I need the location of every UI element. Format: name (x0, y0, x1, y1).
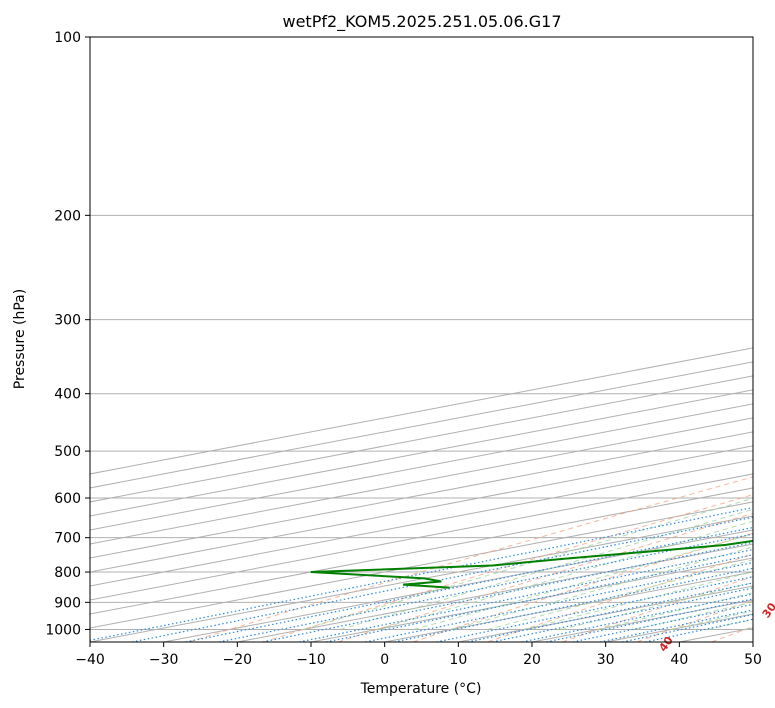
x-tick-label: 10 (449, 652, 467, 668)
isotherm-line (90, 445, 753, 573)
y-axis-label: Pressure (hPa) (12, 289, 28, 389)
y-tick-label: 500 (54, 444, 81, 460)
mixing-ratio-line (436, 576, 753, 642)
x-tick-label: −40 (75, 652, 105, 668)
y-tick-label: 700 (54, 531, 81, 547)
y-tick-label: 300 (54, 313, 81, 329)
mixing-ratio-line (365, 561, 753, 642)
x-axis-label: Temperature (°C) (360, 681, 482, 697)
profile-line (310, 539, 753, 589)
y-tick-label: 100 (54, 30, 81, 46)
chart-title: wetPf2_KOM5.2025.251.05.06.G17 (282, 12, 561, 32)
dry-adiabat (338, 512, 753, 642)
isotherm-line (90, 515, 753, 642)
x-tick-label: 50 (744, 652, 762, 668)
plot-frame (89, 36, 754, 643)
y-axis-ticks: 100 200 300 400 500 600 700 800 900 1000 (45, 30, 90, 638)
isotherm-line (90, 431, 753, 559)
moist-adiabat (303, 497, 753, 630)
sounding-profiles (310, 539, 753, 589)
isotherm-line (90, 487, 753, 615)
y-tick-label: 200 (54, 208, 81, 224)
x-tick-label: 30 (597, 652, 615, 668)
moist-adiabat (376, 520, 753, 630)
isotherm-line (163, 529, 753, 642)
x-axis-ticks: −40 −30 −20 −10 0 10 20 30 40 50 (75, 642, 762, 668)
x-tick-label: 20 (523, 652, 541, 668)
mixing-ratio-line (325, 554, 753, 642)
x-tick-label: 0 (380, 652, 389, 668)
moist-adiabat (524, 571, 753, 630)
x-tick-label: −30 (149, 652, 179, 668)
isotherm-line (90, 417, 753, 545)
y-tick-label: 800 (54, 565, 81, 581)
dry-adiabat (188, 476, 753, 642)
moist-adiabat (487, 559, 753, 630)
y-tick-label: 900 (54, 595, 81, 611)
x-tick-label: −20 (223, 652, 253, 668)
dry-adiabat (562, 575, 753, 642)
y-tick-label: 1000 (45, 622, 81, 638)
mixing-ratio-line (262, 541, 753, 642)
x-tick-label: −10 (296, 652, 326, 668)
isotherm-line (90, 459, 753, 587)
isotherm-line (90, 501, 753, 629)
mixing-ratio-line (394, 567, 753, 642)
y-tick-label: 600 (54, 491, 81, 507)
x-tick-label: 40 (670, 652, 688, 668)
isotherm-line (90, 473, 753, 601)
background-lines (90, 37, 753, 642)
y-tick-label: 400 (54, 387, 81, 403)
